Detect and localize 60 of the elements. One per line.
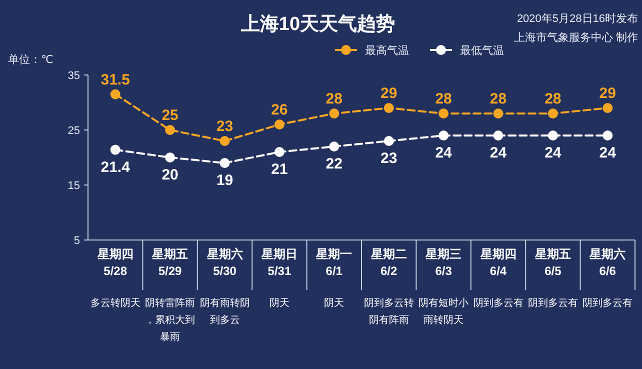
point <box>274 120 284 130</box>
data-label: 28 <box>490 90 507 108</box>
data-label: 28 <box>435 90 452 108</box>
point <box>274 147 284 157</box>
point <box>438 108 449 118</box>
data-label: 26 <box>271 102 288 118</box>
data-label: 29 <box>599 85 616 102</box>
data-label: 25 <box>162 107 178 124</box>
data-label: 24 <box>435 144 453 162</box>
y-tick-label: 5 <box>74 235 80 247</box>
data-label: 24 <box>544 144 562 162</box>
point <box>220 136 230 146</box>
category-label: 星期一 6/1 阴天 <box>316 247 352 309</box>
data-label: 24 <box>490 144 508 162</box>
data-label: 24 <box>599 144 617 162</box>
legend-label: 最低气温 <box>460 45 504 57</box>
point <box>329 108 340 118</box>
data-label: 19 <box>216 172 234 189</box>
point <box>110 89 120 100</box>
point <box>438 130 449 140</box>
data-label: 28 <box>544 90 562 108</box>
category-label: 星期二 6/2 阴到多云转阴有阵雨 <box>364 247 414 326</box>
category-label: 星期四 5/28 多云转阴天 <box>90 247 140 309</box>
data-label: 28 <box>326 90 342 108</box>
legend-label: 最高气温 <box>365 44 409 57</box>
data-label: 23 <box>380 150 398 167</box>
point <box>548 130 558 140</box>
data-label: 31.5 <box>100 71 130 88</box>
point <box>493 108 504 118</box>
text: 2020年5月28日16时发布 <box>516 12 638 25</box>
y-tick-label: 25 <box>68 125 80 137</box>
point <box>329 142 340 152</box>
data-label: 23 <box>216 118 234 135</box>
data-label: 20 <box>162 166 178 184</box>
point <box>384 136 394 146</box>
point <box>602 130 613 140</box>
chart-title: 上海10天天气趋势 <box>240 13 396 35</box>
point <box>384 103 394 113</box>
point <box>493 130 504 140</box>
point <box>548 108 558 118</box>
point <box>110 144 120 155</box>
data-label: 29 <box>380 85 398 102</box>
y-tick-label: 35 <box>68 70 80 82</box>
data-label: 21.4 <box>100 158 131 176</box>
y-tick-label: 15 <box>68 180 80 192</box>
category-label: 星期五 6/5 阴到多云有 <box>528 247 578 309</box>
category-label: 星期四 6/4 阴到多云有 <box>473 247 524 309</box>
point <box>165 125 176 135</box>
category-label: 星期五 5/29 阴转雷阵雨，累积大到暴雨 <box>145 247 196 343</box>
data-label: 22 <box>326 156 342 172</box>
category-label: 星期六 5/30 阴有雨转阴到多云 <box>200 247 250 326</box>
category-label: 星期三 6/3 阴有短时小雨转阴天 <box>418 247 469 326</box>
category-label: 星期六 6/6 阴到多云有 <box>582 247 633 309</box>
y-axis-title: 单位：℃ <box>8 53 54 66</box>
point <box>602 103 613 113</box>
data-label: 21 <box>271 161 288 178</box>
point <box>165 152 176 162</box>
text: 上海市气象服务中心 制作 <box>514 31 638 44</box>
point <box>220 158 230 168</box>
category-label: 星期日 5/31 阴天 <box>261 247 298 309</box>
